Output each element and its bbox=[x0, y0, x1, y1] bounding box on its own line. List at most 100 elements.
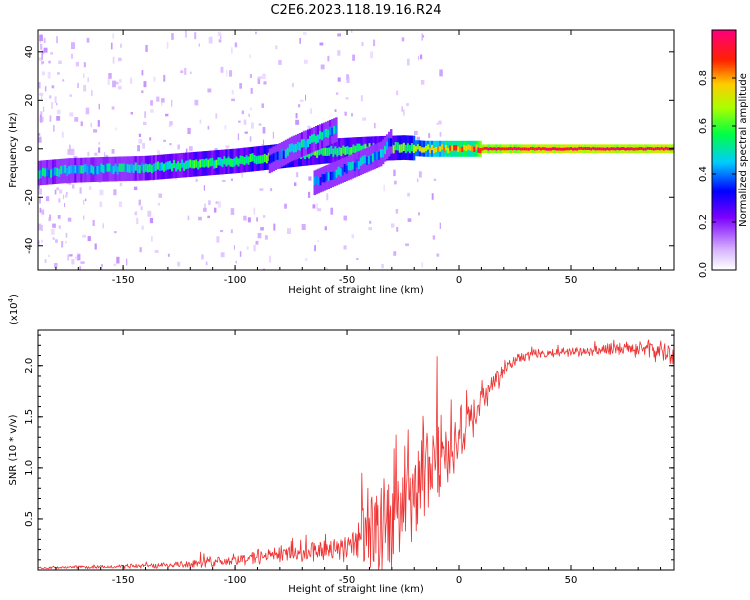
noise-cell bbox=[235, 260, 237, 264]
noise-cell bbox=[43, 47, 48, 53]
noise-cell bbox=[368, 227, 372, 231]
y-tick-label: 1.0 bbox=[24, 460, 35, 476]
noise-cell bbox=[152, 178, 155, 182]
echo-core bbox=[249, 153, 252, 163]
noise-cell bbox=[150, 100, 153, 106]
noise-cell bbox=[77, 252, 79, 256]
noise-cell bbox=[260, 227, 264, 231]
echo-core bbox=[521, 147, 524, 151]
noise-cell bbox=[40, 111, 43, 116]
echo-core bbox=[317, 177, 320, 186]
spectrogram-y-ticks: -40 -20 0 20 40 bbox=[24, 45, 674, 254]
echo-core bbox=[525, 147, 528, 151]
noise-cell bbox=[258, 123, 262, 126]
echo-core bbox=[560, 147, 563, 151]
echo-core bbox=[40, 170, 43, 179]
echo-core bbox=[88, 166, 91, 175]
echo-core bbox=[600, 147, 603, 151]
noise-cell bbox=[194, 32, 197, 40]
y-tick-label: 0.5 bbox=[24, 511, 35, 527]
noise-cell bbox=[85, 107, 90, 115]
echo-core bbox=[261, 155, 264, 164]
noise-cell bbox=[238, 120, 241, 123]
colorbar-cell bbox=[712, 98, 736, 101]
echo-core bbox=[355, 159, 358, 168]
noise-cell bbox=[86, 37, 90, 43]
echo-core bbox=[241, 156, 244, 165]
echo-core bbox=[130, 163, 133, 172]
noise-cell bbox=[99, 201, 103, 208]
noise-cell bbox=[161, 98, 165, 103]
noise-cell bbox=[351, 234, 354, 239]
y-tick-label: 20 bbox=[24, 94, 35, 107]
echo-core bbox=[317, 134, 320, 143]
echo-core bbox=[636, 147, 639, 151]
echo-core bbox=[608, 147, 611, 151]
echo-core bbox=[590, 147, 593, 151]
x-tick-label: -100 bbox=[224, 575, 247, 586]
echo-core bbox=[384, 145, 387, 155]
noise-cell bbox=[171, 99, 173, 107]
noise-cell bbox=[312, 204, 316, 209]
echo-core bbox=[527, 147, 530, 151]
noise-cell bbox=[119, 79, 122, 83]
noise-cell bbox=[407, 192, 410, 197]
noise-cell bbox=[373, 39, 376, 47]
noise-cell bbox=[99, 189, 104, 196]
snr-y-multiplier: (x104) bbox=[7, 294, 20, 325]
colorbar-cell bbox=[712, 234, 736, 237]
echo-core bbox=[616, 147, 619, 150]
echo-core bbox=[72, 165, 75, 174]
echo-core bbox=[362, 144, 365, 153]
echo-core bbox=[124, 164, 127, 173]
noise-cell bbox=[247, 217, 251, 223]
echo-core bbox=[120, 163, 123, 172]
noise-cell bbox=[171, 33, 174, 40]
echo-core bbox=[414, 146, 418, 152]
noise-cell bbox=[153, 76, 156, 82]
colorbar-cell bbox=[712, 202, 736, 205]
echo-core bbox=[76, 165, 79, 174]
noise-cell bbox=[41, 50, 44, 55]
noise-cell bbox=[88, 186, 92, 190]
colorbar-cell bbox=[712, 76, 736, 79]
noise-cell bbox=[157, 150, 161, 155]
noise-cell bbox=[54, 263, 58, 268]
noise-cell bbox=[269, 255, 271, 263]
noise-cell bbox=[421, 33, 423, 41]
colorbar-cell bbox=[712, 180, 736, 183]
noise-cell bbox=[83, 215, 85, 220]
noise-cell bbox=[76, 253, 81, 261]
noise-cell bbox=[119, 182, 123, 187]
spectrogram-panel: -150 -100 -50 0 50 -40 -20 0 20 40 Height of str… bbox=[8, 29, 675, 296]
echo-core bbox=[134, 162, 137, 171]
echo-core bbox=[333, 171, 336, 180]
echo-core bbox=[447, 147, 450, 154]
colorbar-cell bbox=[712, 100, 736, 103]
x-tick-label: 50 bbox=[565, 275, 578, 286]
echo-core bbox=[44, 168, 47, 177]
noise-cell bbox=[70, 53, 74, 59]
noise-cell bbox=[38, 133, 41, 136]
echo-core bbox=[331, 171, 334, 180]
echo-core bbox=[455, 145, 458, 151]
noise-cell bbox=[257, 233, 262, 239]
echo-core bbox=[286, 147, 289, 156]
noise-cell bbox=[40, 225, 43, 231]
noise-cell bbox=[65, 241, 67, 244]
echo-core bbox=[412, 144, 416, 153]
colorbar-cell bbox=[712, 36, 736, 39]
echo-core bbox=[201, 158, 204, 168]
noise-cell bbox=[83, 62, 86, 68]
echo-core bbox=[535, 147, 538, 151]
noise-cell bbox=[151, 236, 153, 242]
noise-cell bbox=[180, 70, 184, 74]
echo-core bbox=[638, 147, 641, 150]
noise-cell bbox=[87, 236, 91, 242]
colorbar-cell bbox=[712, 256, 736, 259]
echo-core bbox=[290, 143, 293, 152]
noise-cell bbox=[405, 243, 409, 247]
noise-cell bbox=[56, 187, 59, 191]
echo-core bbox=[610, 147, 613, 151]
echo-core bbox=[519, 147, 522, 151]
